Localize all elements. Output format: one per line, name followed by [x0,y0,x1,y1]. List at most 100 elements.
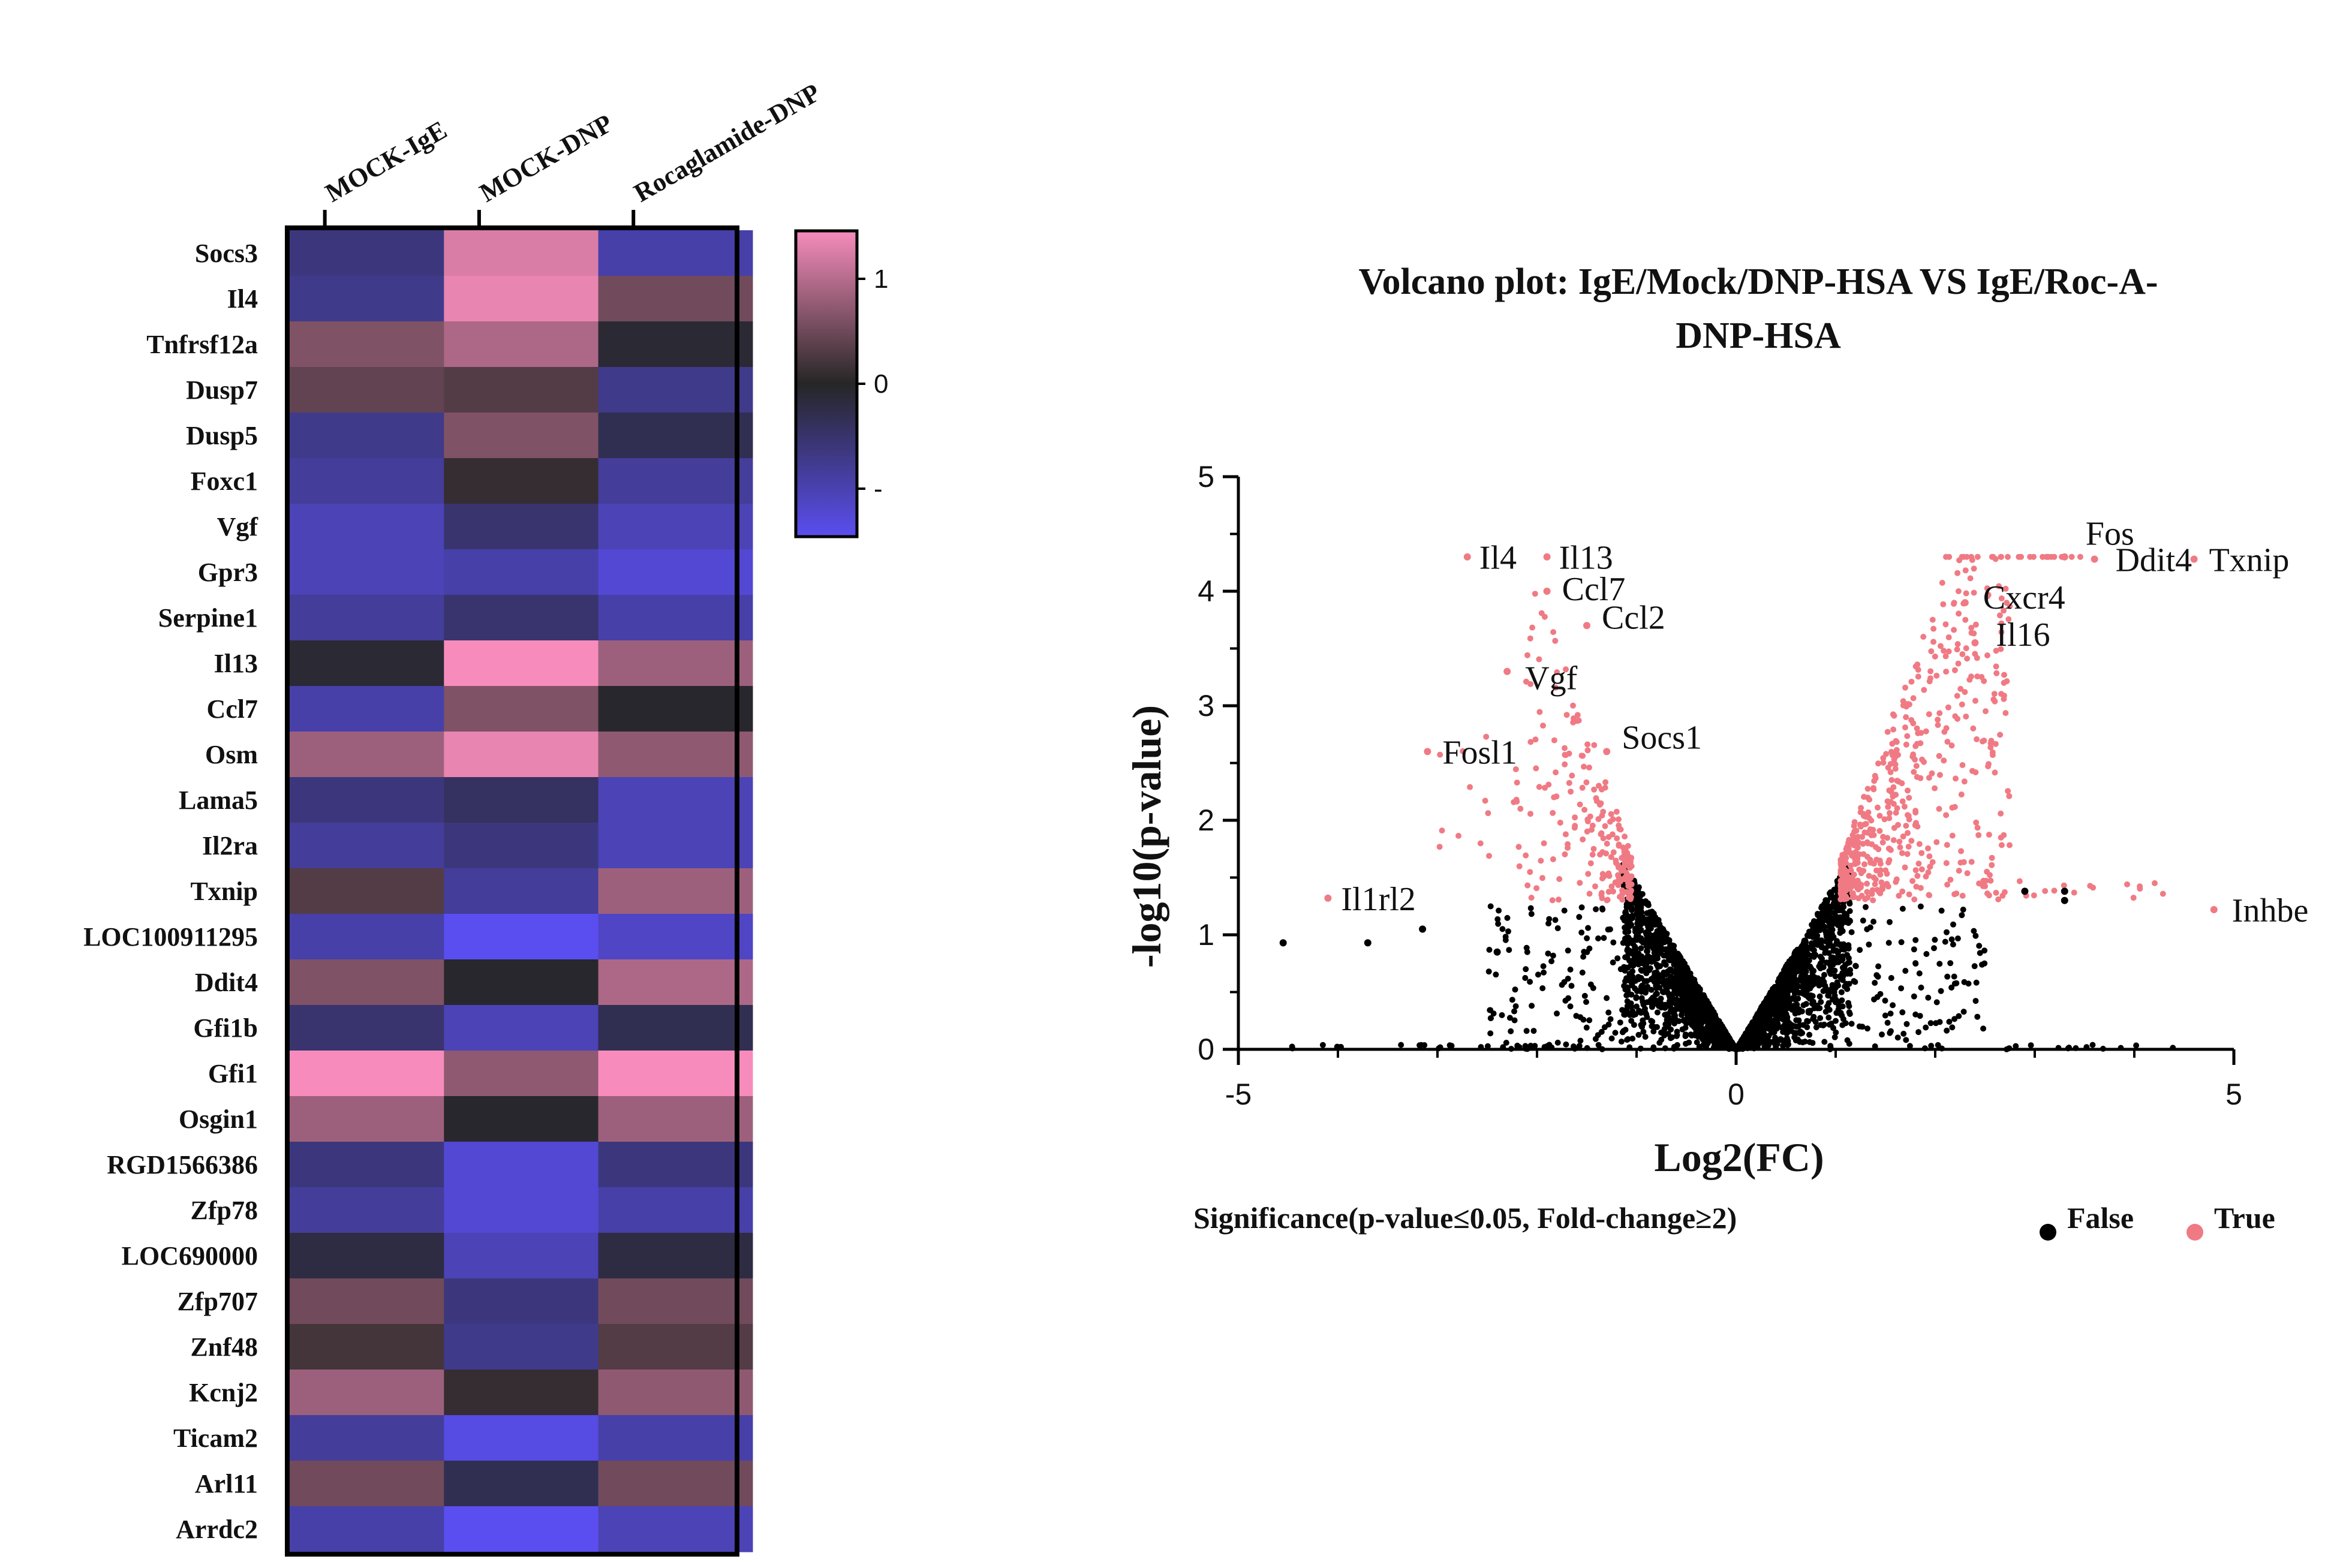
volcano-point [1807,994,1814,1000]
volcano-point [1831,897,1837,903]
volcano-point [1502,934,1509,940]
volcano-point [1989,749,1996,756]
volcano-point [1857,809,1864,815]
volcano-point [1566,750,1572,757]
volcano-point [1875,760,1881,767]
volcano-point [1885,803,1891,810]
volcano-point [1506,947,1512,953]
volcano-point [1786,997,1793,1004]
volcano-point [1964,655,1971,662]
volcano-point [1870,919,1876,925]
volcano-point [1783,980,1789,986]
volcano-point [1675,1006,1682,1012]
volcano-point [1628,914,1634,920]
volcano-point [2021,887,2029,895]
volcano-point [1641,978,1648,985]
heatmap-cell [598,1415,753,1461]
volcano-point [1977,950,1983,956]
volcano-point [1764,1018,1770,1025]
volcano-point [1998,810,2004,817]
volcano-point [1650,943,1656,950]
volcano-point [1817,978,1824,985]
volcano-point [1640,1028,1647,1035]
volcano-point [1577,880,1583,886]
volcano-point [1630,951,1637,958]
volcano-point [1899,850,1905,856]
heatmap-cell [444,1324,599,1370]
volcano-point [1955,660,1962,667]
legend-marker [2186,1224,2203,1241]
volcano-point [1933,839,1940,845]
volcano-point [2051,887,2058,894]
volcano-point [1877,991,1884,997]
volcano-point [1711,1012,1718,1018]
volcano-point [1947,960,1954,967]
volcano-point [2190,555,2198,563]
volcano-point [1846,980,1852,987]
volcano-point [1830,962,1836,968]
volcano-point [1980,1025,1987,1032]
volcano-point [1568,983,1575,989]
volcano-point [1816,963,1822,970]
volcano-point [1607,1016,1614,1022]
volcano-point [1627,875,1634,881]
volcano-point [1968,553,1975,560]
volcano-point [1899,905,1906,912]
volcano-point [1511,1008,1517,1015]
volcano-point [1827,971,1834,977]
volcano-point [2087,883,2094,889]
volcano-point [1854,844,1861,851]
volcano-point [1446,1042,1453,1049]
volcano-point [1584,935,1590,941]
volcano-point [1933,672,1940,679]
volcano-point [1665,950,1672,956]
volcano-point [2152,880,2158,886]
volcano-point [1602,784,1608,791]
volcano-point [1511,1017,1518,1024]
volcano-point [1655,951,1661,958]
volcano-point [1634,988,1640,995]
volcano-point [1833,956,1840,962]
volcano-point [1929,770,1935,777]
volcano-point [1838,925,1844,931]
heatmap-row-label: Dusp5 [186,421,258,450]
volcano-point [1900,833,1906,839]
volcano-point [1846,1003,1852,1009]
volcano-point [1971,639,1979,646]
volcano-point [1912,809,1919,816]
heatmap-cell [444,1187,599,1233]
volcano-point [1819,925,1826,931]
volcano-point [1959,651,1966,657]
volcano-point [1803,1001,1809,1007]
volcano-point [1690,994,1697,1001]
volcano-point [1951,980,1958,987]
volcano-point [1890,726,1897,733]
volcano-point [1961,778,1968,785]
volcano-point [1581,763,1587,770]
volcano-point [1626,971,1633,977]
volcano-point [1552,917,1559,923]
volcano-point [2210,906,2218,913]
volcano-point [1908,838,1915,844]
volcano-point [2137,883,2143,890]
volcano-point [1959,762,1966,768]
volcano-point [1605,870,1612,877]
volcano-point [1634,1003,1640,1010]
x-tick-label: 0 [1728,1078,1745,1111]
volcano-point [1912,961,1919,967]
volcano-point [1938,988,1944,994]
heatmap-cell [444,1142,599,1188]
volcano-point [1972,651,1978,657]
volcano-point [1529,624,1536,631]
volcano-point [1625,842,1631,849]
volcano-point [1719,1040,1725,1046]
volcano-point [1929,616,1936,623]
volcano-point [1523,1028,1530,1034]
volcano-point [1654,1009,1661,1016]
volcano-point [1962,616,1969,623]
volcano-point [1660,989,1667,995]
volcano-point [1914,872,1921,879]
volcano-point [1619,1007,1626,1013]
volcano-point [1809,922,1815,928]
heatmap-row-label: Zfp78 [191,1196,258,1225]
